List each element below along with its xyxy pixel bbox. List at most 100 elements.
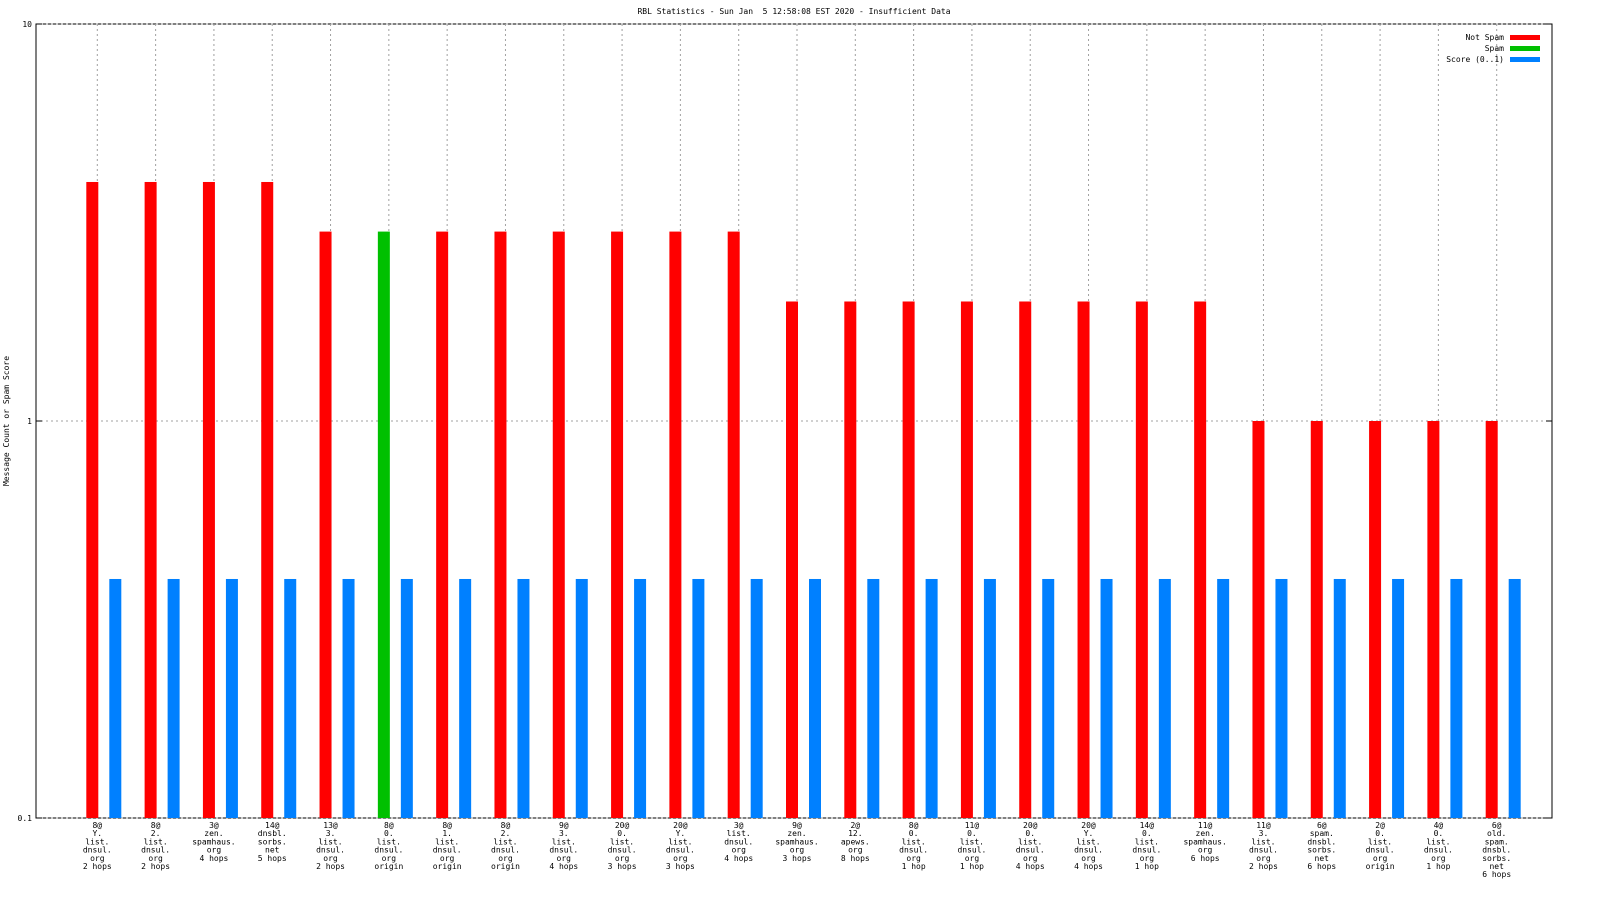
x-tick-label: 8@ 1. list. dnsul. org origin — [433, 821, 462, 871]
x-tick-label-line: org — [1023, 854, 1038, 863]
x-tick-label-line: origin — [491, 862, 520, 871]
x-tick-label: 3@ list. dnsul. org 4 hops — [724, 821, 753, 863]
x-tick-label-line: 0. — [967, 829, 977, 838]
bar — [669, 231, 682, 818]
x-tick-label: 9@ zen. spamhaus. org 3 hops — [775, 821, 818, 863]
x-tick-label-line: 8 hops — [841, 854, 870, 863]
bar — [634, 578, 647, 818]
x-tick-label-line: dnsul. — [141, 846, 170, 855]
bar — [261, 181, 274, 818]
y-tick-label: 10 — [22, 20, 32, 29]
bar — [436, 231, 449, 818]
x-tick-label-line: org — [1140, 854, 1155, 863]
x-tick-label: 3@ zen. spamhaus. org 4 hops — [192, 821, 235, 863]
x-tick-label-line: Y. — [1084, 829, 1094, 838]
x-tick-label-line: dnsul. — [1132, 846, 1161, 855]
x-tick-label: 2@ 12. apews. org 8 hops — [841, 821, 870, 863]
x-tick-label-line: zen. — [1196, 829, 1215, 838]
x-tick-label: 20@ Y. list. dnsul. org 3 hops — [666, 821, 695, 871]
x-tick-label-line: 12. — [848, 829, 862, 838]
x-tick-label-line: 1 hop — [1426, 862, 1450, 871]
bar — [1427, 421, 1440, 818]
bar — [494, 231, 507, 818]
x-tick-label-line: origin — [374, 862, 403, 871]
x-tick-label: 14@ dnsbl. sorbs. net 5 hops — [258, 821, 287, 863]
x-tick-label-line: 6 hops — [1482, 870, 1511, 879]
bar — [575, 578, 588, 818]
x-tick-label-line: list. — [1368, 837, 1392, 846]
x-tick-label-line: zen. — [204, 829, 223, 838]
x-tick-label-line: list. — [902, 837, 926, 846]
x-tick-label-line: 0. — [1375, 829, 1385, 838]
x-tick-label-line: 3 hops — [608, 862, 637, 871]
bar — [1508, 578, 1521, 818]
x-tick-label-line: org — [207, 846, 222, 855]
bar — [1275, 578, 1288, 818]
x-tick-label-line: dnsbl. — [258, 829, 287, 838]
x-tick-label-line: 2. — [501, 829, 511, 838]
x-tick-label: 11@ 0. list. dnsul. org 1 hop — [957, 821, 986, 871]
x-tick-label-line: dnsbl. — [1307, 837, 1336, 846]
legend-swatch — [1510, 46, 1540, 51]
legend-label: Spam — [1485, 44, 1504, 53]
x-tick-label: 14@ 0. list. dnsul. org 1 hop — [1132, 821, 1161, 871]
x-tick-label-line: list. — [318, 837, 342, 846]
x-tick-label-line: dnsul. — [724, 837, 753, 846]
x-tick-label-line: 5 hops — [258, 854, 287, 863]
x-tick-label-line: 9@ — [559, 821, 569, 830]
x-tick-label-line: 2@ — [850, 821, 860, 830]
x-tick-label-line: zen. — [787, 829, 806, 838]
bar — [750, 578, 763, 818]
x-tick-label-line: list. — [85, 837, 109, 846]
bar — [167, 578, 180, 818]
x-tick-label-line: apews. — [841, 837, 870, 846]
x-tick-label-line: 14@ — [265, 821, 280, 830]
x-tick-label-line: dnsul. — [899, 846, 928, 855]
x-tick-label-line: org — [1256, 854, 1271, 863]
x-tick-label: 11@ zen. spamhaus. org 6 hops — [1183, 821, 1226, 863]
bar — [727, 231, 740, 818]
bar — [342, 578, 355, 818]
bar — [925, 578, 938, 818]
x-tick-label-line: dnsul. — [1366, 846, 1395, 855]
x-tick-label-line: list. — [668, 837, 692, 846]
x-tick-label-line: net — [1315, 854, 1330, 863]
x-tick-label: 20@ 0. list. dnsul. org 3 hops — [608, 821, 637, 871]
x-tick-label-line: 3@ — [209, 821, 219, 830]
x-tick-label-line: 2 hops — [1249, 862, 1278, 871]
x-tick-label-line: dnsul. — [1424, 846, 1453, 855]
x-tick-label-line: dnsul. — [374, 846, 403, 855]
x-tick-label-line: Y. — [92, 829, 102, 838]
x-tick-label-line: list. — [1018, 837, 1042, 846]
x-tick-label-line: list. — [1076, 837, 1100, 846]
bar — [144, 181, 157, 818]
x-tick-label-line: net — [265, 846, 280, 855]
bar — [844, 301, 857, 818]
x-tick-label-line: 2 hops — [141, 862, 170, 871]
legend-label: Not Spam — [1465, 33, 1504, 42]
x-tick-label-line: spamhaus. — [1183, 837, 1226, 846]
x-tick-label: 8@ 0. list. dnsul. org origin — [374, 821, 403, 871]
x-tick-label-line: list. — [1135, 837, 1159, 846]
x-tick-label-line: 4 hops — [549, 862, 578, 871]
x-tick-label-line: 6@ — [1492, 821, 1502, 830]
bar — [1333, 578, 1346, 818]
x-tick-label-line: dnsul. — [83, 846, 112, 855]
legend-label: Score (0..1) — [1446, 55, 1504, 64]
bar — [1310, 421, 1323, 818]
x-tick-label-line: 3. — [1259, 829, 1269, 838]
x-tick-label-line: org — [148, 854, 163, 863]
x-tick-label: 11@ 3. list. dnsul. org 2 hops — [1249, 821, 1278, 871]
x-tick-label-line: spam. — [1485, 837, 1509, 846]
x-tick-label-line: 2 hops — [83, 862, 112, 871]
x-tick-label-line: 8@ — [92, 821, 102, 830]
x-tick-label-line: dnsul. — [608, 846, 637, 855]
x-tick-label-line: 0. — [384, 829, 394, 838]
bar — [1077, 301, 1090, 818]
x-tick-label-line: dnsul. — [433, 846, 462, 855]
x-tick-label: 2@ 0. list. dnsul. org origin — [1366, 821, 1395, 871]
x-tick-label-line: 20@ — [615, 821, 630, 830]
x-tick-label-line: sorbs. — [258, 837, 287, 846]
x-tick-label-line: 8@ — [151, 821, 161, 830]
x-tick-label: 6@ old. spam. dnsbl. sorbs. net 6 hops — [1482, 821, 1511, 879]
